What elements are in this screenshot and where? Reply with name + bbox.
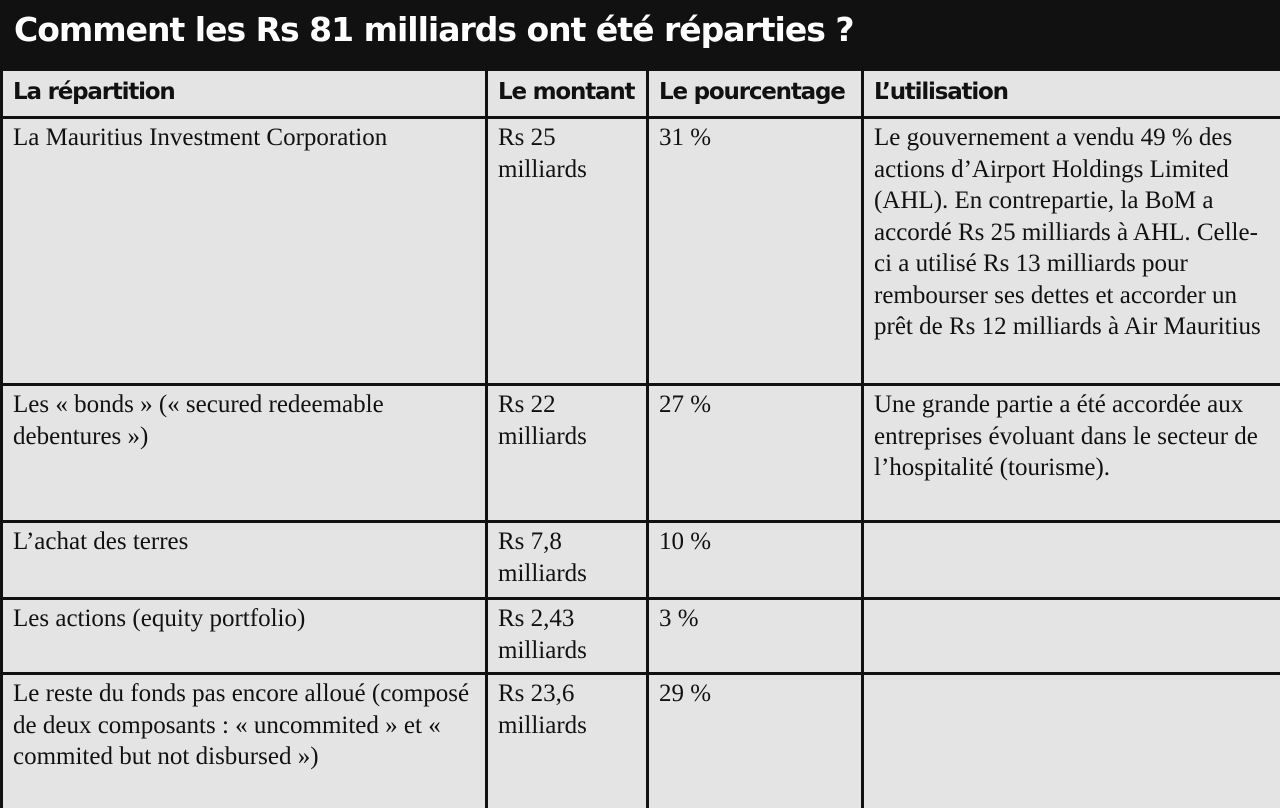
table-cell: Les actions (equity portfolio) bbox=[3, 600, 485, 672]
table-cell: Rs 2,43 milliards bbox=[488, 600, 646, 672]
table-cell: La Mauritius Investment Corporation bbox=[3, 119, 485, 383]
table-cell: Les « bonds » (« secured redeemable debe… bbox=[3, 386, 485, 520]
title: Comment les Rs 81 milliards ont été répa… bbox=[14, 10, 855, 49]
column-header: Le pourcentage bbox=[649, 71, 861, 116]
table-cell: Le gouvernement a vendu 49 % des actions… bbox=[864, 119, 1280, 383]
table-cell: 29 % bbox=[649, 675, 861, 808]
table-cell: 31 % bbox=[649, 119, 861, 383]
table-cell bbox=[864, 675, 1280, 808]
table-cell: 10 % bbox=[649, 523, 861, 597]
table-cell bbox=[864, 600, 1280, 672]
table-cell: 3 % bbox=[649, 600, 861, 672]
table-cell: 27 % bbox=[649, 386, 861, 520]
table: La répartition Le montant Le pourcentage L’… bbox=[0, 68, 1280, 808]
column-header: Le montant bbox=[488, 71, 646, 116]
table-cell: Une grande partie a été accordée aux ent… bbox=[864, 386, 1280, 520]
column-header: La répartition bbox=[3, 71, 485, 116]
table-cell: Rs 23,6 milliards bbox=[488, 675, 646, 808]
table-cell: Rs 22 milliards bbox=[488, 386, 646, 520]
table-cell: Le reste du fonds pas encore alloué (com… bbox=[3, 675, 485, 808]
table-cell: Rs 25 milliards bbox=[488, 119, 646, 383]
table-cell: Rs 7,8 milliards bbox=[488, 523, 646, 597]
table-cell: L’achat des terres bbox=[3, 523, 485, 597]
table-cell bbox=[864, 523, 1280, 597]
column-header: L’utilisation bbox=[864, 71, 1280, 116]
